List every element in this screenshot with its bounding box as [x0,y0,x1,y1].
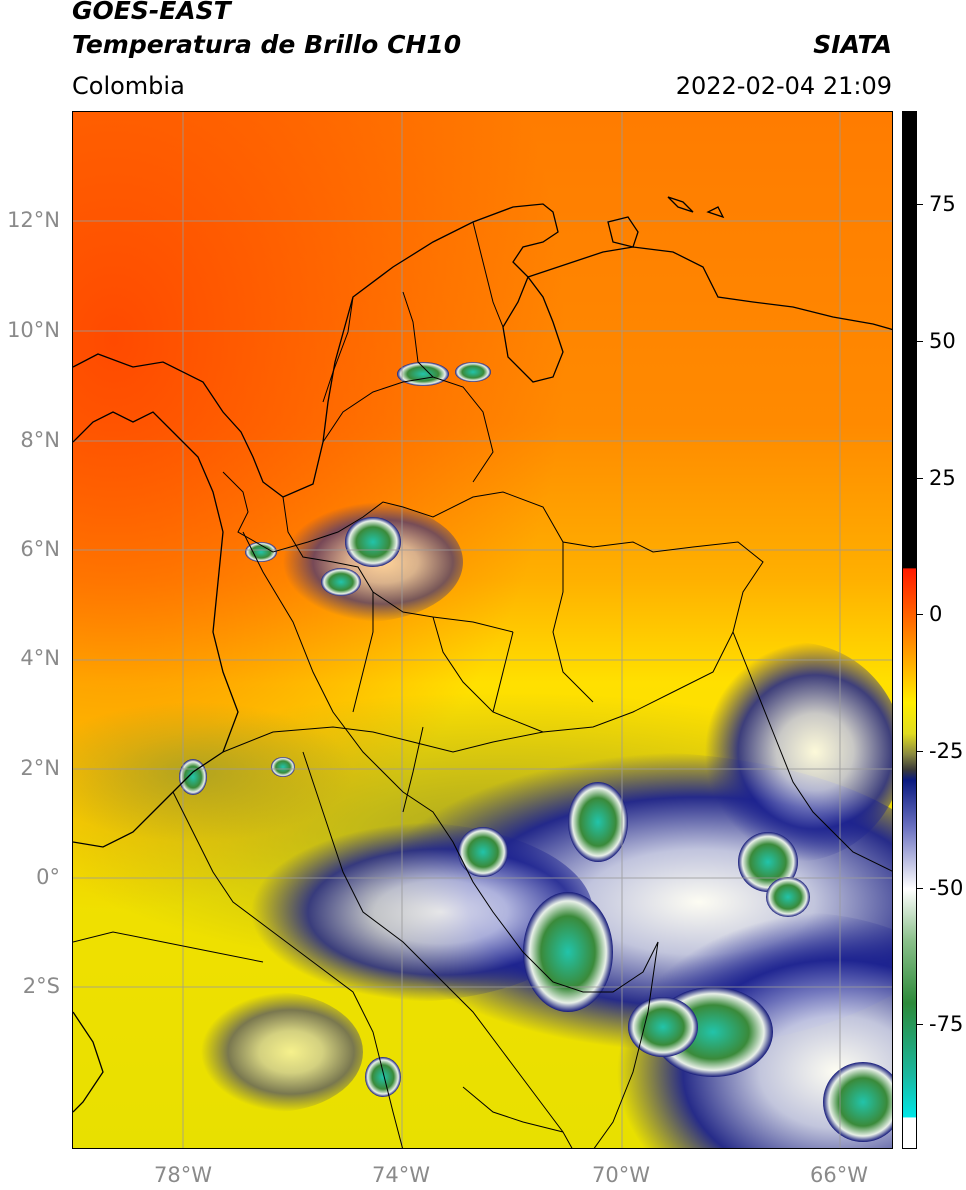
colorbar-label-minus75: -75 [929,1012,964,1036]
lat-label-4n: 4°N [20,646,60,670]
lon-label-66w: 66°W [810,1163,868,1187]
lat-label-8n: 8°N [20,428,60,452]
lat-label-6n: 6°N [20,537,60,561]
temperature-colorbar [902,111,917,1149]
brightness-temperature-map [72,111,893,1149]
region-label: Colombia [72,72,185,100]
product-title: Temperatura de Brillo CH10 [72,30,462,59]
organization-label: SIATA [813,30,892,59]
lon-label-70w: 70°W [592,1163,650,1187]
lon-label-74w: 74°W [372,1163,430,1187]
lat-label-0: 0° [36,865,60,889]
colorbar-label-minus50: -50 [929,876,964,900]
colorbar-label-0: 0 [929,602,943,626]
colorbar-label-50: 50 [929,329,956,353]
lat-label-2n: 2°N [20,756,60,780]
colorbar-label-75: 75 [929,192,956,216]
lat-label-2s: 2°S [22,974,60,998]
lat-label-10n: 10°N [7,318,60,342]
satellite-title: GOES-EAST [72,0,231,25]
datetime-label: 2022-02-04 21:09 [675,72,892,100]
colorbar-label-25: 25 [929,466,956,490]
colorbar-label-minus25: -25 [929,739,964,763]
lon-label-78w: 78°W [154,1163,212,1187]
lat-label-12n: 12°N [7,208,60,232]
